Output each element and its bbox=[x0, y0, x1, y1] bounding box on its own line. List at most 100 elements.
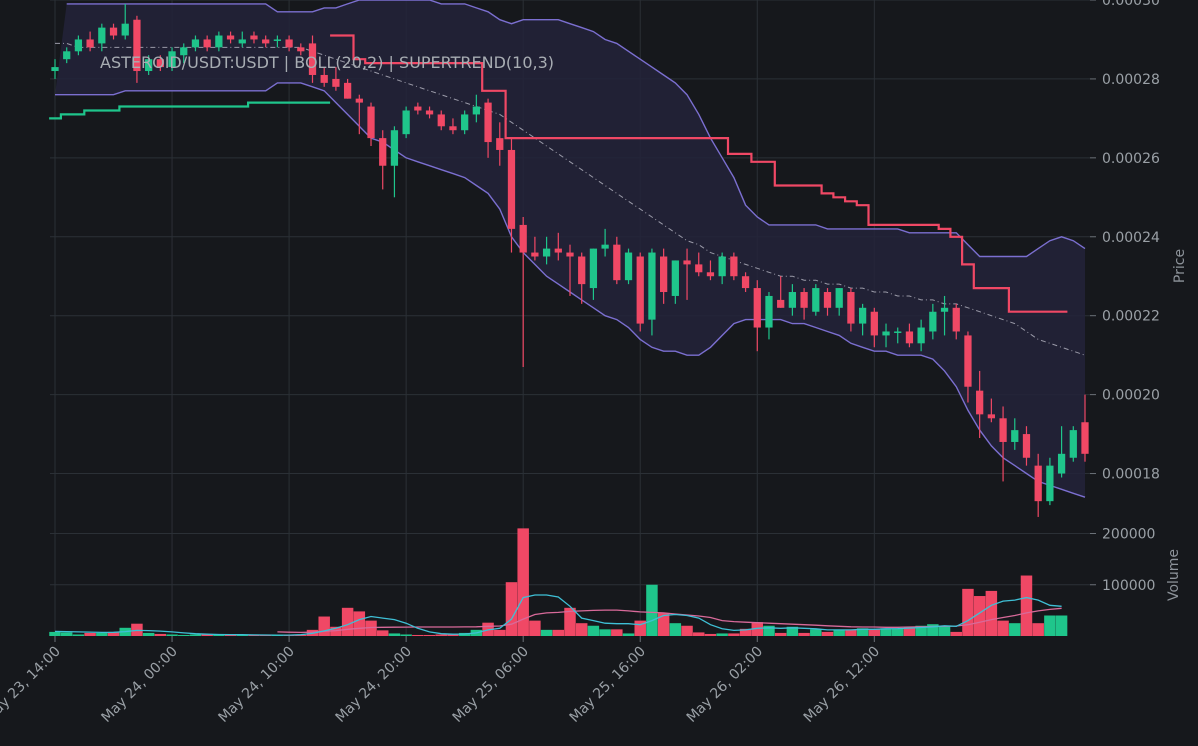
candle-body bbox=[449, 126, 457, 131]
candle-body bbox=[847, 292, 855, 324]
candle-body bbox=[976, 390, 984, 415]
candle bbox=[566, 244, 574, 296]
volume-bar bbox=[856, 628, 869, 636]
candle-body bbox=[297, 47, 305, 52]
volume-bar bbox=[774, 632, 787, 636]
candle-body bbox=[390, 130, 399, 166]
volume-bar bbox=[751, 622, 764, 636]
candle-body bbox=[63, 51, 71, 60]
volume-bar bbox=[1055, 615, 1068, 636]
volume-bar bbox=[201, 634, 213, 636]
price-tick-labels: 0.00018 0.00020 0.00022 0.00024 0.00026 0.000… bbox=[1090, 0, 1160, 483]
volume-bar bbox=[236, 634, 249, 636]
volume-bar bbox=[447, 633, 459, 636]
candle-body bbox=[741, 276, 750, 289]
candle-body bbox=[589, 248, 598, 289]
price-tick-label: 0.00026 bbox=[1102, 151, 1160, 167]
candle bbox=[168, 47, 176, 72]
volume-bar bbox=[505, 582, 518, 636]
candle bbox=[788, 284, 797, 316]
volume-bar bbox=[657, 612, 670, 636]
candle bbox=[929, 303, 937, 340]
candle bbox=[98, 23, 106, 52]
candle bbox=[671, 260, 679, 304]
candle-body bbox=[273, 39, 282, 41]
volume-bar bbox=[330, 626, 342, 636]
volume-bar bbox=[224, 634, 237, 636]
volume-bar bbox=[915, 625, 927, 636]
volume-bar bbox=[810, 629, 822, 636]
candle-body bbox=[812, 288, 820, 312]
candle bbox=[683, 248, 691, 300]
volume-bar bbox=[845, 629, 857, 636]
volume-bar bbox=[880, 628, 892, 636]
volume-bar bbox=[1020, 575, 1033, 636]
candle-body bbox=[250, 35, 258, 40]
candle bbox=[308, 35, 317, 83]
candle bbox=[847, 288, 855, 332]
price-tick-label: 0.00020 bbox=[1102, 388, 1160, 404]
volume-bar bbox=[821, 631, 834, 636]
candle-body bbox=[180, 47, 188, 56]
candle bbox=[109, 23, 118, 40]
volume-bar bbox=[517, 528, 529, 636]
candle bbox=[203, 35, 211, 52]
candle bbox=[999, 406, 1007, 482]
candle bbox=[425, 106, 434, 119]
volume-bar bbox=[927, 624, 939, 636]
candle bbox=[1057, 426, 1066, 478]
candle-body bbox=[320, 74, 328, 83]
candle bbox=[905, 323, 914, 348]
candle-body bbox=[472, 106, 480, 115]
candlesticks bbox=[51, 3, 1089, 517]
candle-body bbox=[51, 67, 59, 72]
candle bbox=[226, 31, 235, 44]
price-tick-label: 0.00030 bbox=[1102, 0, 1160, 9]
volume-bar bbox=[622, 633, 635, 636]
candle-body bbox=[882, 331, 890, 336]
candle-body bbox=[870, 311, 878, 336]
chart-title: ASTEROID/USDT:USDT | BOLL(20,2) | SUPERT… bbox=[100, 53, 554, 72]
candle-body bbox=[332, 78, 340, 87]
candle bbox=[63, 47, 71, 64]
volume-bar bbox=[540, 629, 553, 636]
volume-bar bbox=[423, 634, 436, 636]
candle bbox=[870, 307, 878, 348]
candle bbox=[367, 102, 375, 147]
candle-body bbox=[121, 23, 129, 36]
candle-body bbox=[624, 252, 633, 281]
volume-bar bbox=[728, 633, 740, 636]
volume-bar bbox=[575, 623, 588, 636]
candle bbox=[285, 35, 293, 52]
candle bbox=[343, 78, 352, 99]
candle bbox=[250, 31, 258, 44]
volume-bar bbox=[388, 633, 401, 636]
volume-bar bbox=[938, 625, 951, 636]
candle bbox=[835, 288, 843, 316]
candle bbox=[940, 295, 949, 336]
candle-body bbox=[109, 27, 118, 36]
candle-body bbox=[496, 138, 504, 150]
candle-body bbox=[929, 311, 937, 332]
volume-bar bbox=[833, 629, 845, 636]
price-tick-label: 0.00024 bbox=[1102, 230, 1160, 246]
candle-body bbox=[414, 106, 422, 111]
candle-body bbox=[262, 39, 270, 44]
candle-body bbox=[308, 43, 317, 75]
volume-tick-labels: 100000 200000 bbox=[1090, 527, 1155, 594]
volume-bar bbox=[611, 629, 623, 636]
candle-body bbox=[402, 110, 410, 135]
volume-bar bbox=[997, 620, 1009, 636]
volume-ma-fast bbox=[54, 594, 1062, 636]
volume-bar bbox=[962, 588, 974, 636]
candle bbox=[180, 43, 188, 64]
volume-bar bbox=[973, 596, 986, 636]
candle-body bbox=[765, 295, 773, 328]
candle bbox=[297, 43, 305, 56]
candle bbox=[624, 248, 633, 285]
volume-bar bbox=[716, 633, 728, 636]
candle-body bbox=[671, 260, 679, 296]
volume-bar bbox=[669, 623, 682, 636]
volume-bar bbox=[891, 628, 904, 636]
